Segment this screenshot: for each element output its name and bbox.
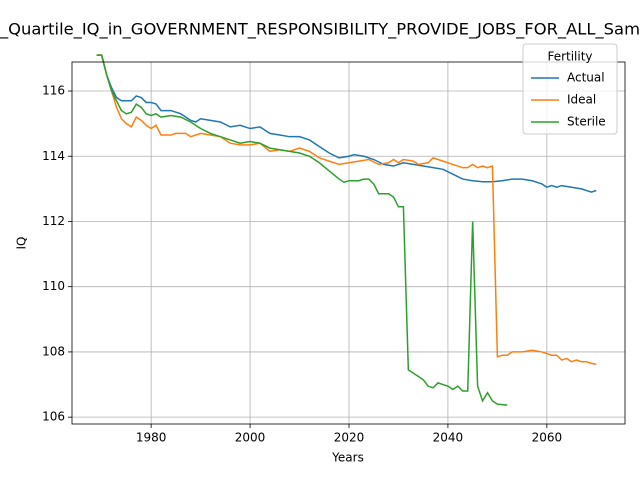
x-tick-label: 2000 (235, 431, 266, 445)
legend-label: Ideal (567, 93, 596, 107)
legend-box (522, 43, 618, 135)
y-tick-label: 112 (42, 214, 65, 228)
y-tick-label: 108 (42, 344, 65, 358)
legend-title: Fertility (547, 50, 592, 64)
y-axis-label: IQ (15, 237, 29, 250)
chart-title: _Quartile_IQ_in_GOVERNMENT_RESPONSIBILIT… (0, 20, 640, 40)
y-tick-label: 114 (42, 149, 65, 163)
x-axis-label: Years (331, 451, 364, 465)
legend: Fertility Actual Ideal Sterile (522, 43, 618, 135)
legend-label: Actual (567, 71, 605, 85)
x-tick-label: 2060 (532, 431, 563, 445)
legend-label: Sterile (567, 115, 606, 129)
data-line (96, 54, 597, 366)
x-tick-label: 2020 (334, 431, 365, 445)
x-tick-label: 2040 (433, 431, 464, 445)
data-line (96, 54, 508, 406)
data-line (96, 54, 597, 193)
y-tick-label: 116 (42, 84, 65, 98)
y-tick-label: 106 (42, 410, 65, 424)
x-tick-label: 1980 (136, 431, 167, 445)
plot-frame (71, 61, 626, 425)
y-tick-label: 110 (42, 279, 65, 293)
